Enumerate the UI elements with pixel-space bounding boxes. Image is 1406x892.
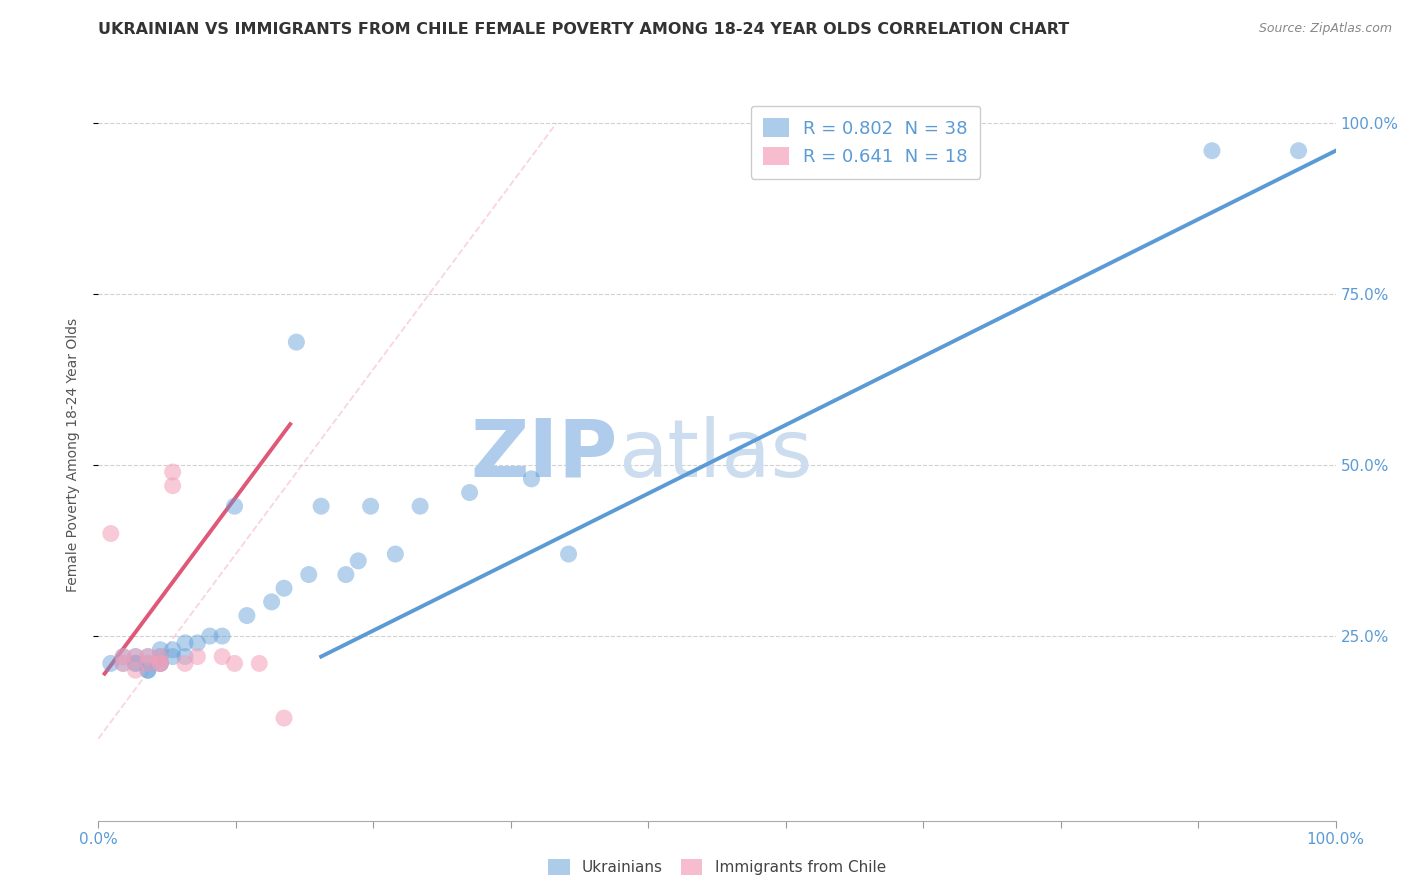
Legend: Ukrainians, Immigrants from Chile: Ukrainians, Immigrants from Chile: [540, 851, 894, 882]
Point: [149, 649, 172, 664]
Point: [198, 629, 221, 643]
Point: [224, 499, 246, 513]
Point: [298, 567, 321, 582]
Text: atlas: atlas: [619, 416, 813, 494]
Point: [136, 649, 159, 664]
Point: [149, 642, 172, 657]
Point: [309, 499, 332, 513]
Point: [224, 657, 246, 671]
Point: [149, 649, 172, 664]
Point: [162, 465, 184, 479]
Point: [162, 649, 184, 664]
Point: [112, 649, 135, 664]
Point: [136, 663, 159, 677]
Point: [458, 485, 481, 500]
Point: [112, 657, 135, 671]
Point: [124, 657, 146, 671]
Point: [360, 499, 382, 513]
Text: UKRAINIAN VS IMMIGRANTS FROM CHILE FEMALE POVERTY AMONG 18-24 YEAR OLDS CORRELAT: UKRAINIAN VS IMMIGRANTS FROM CHILE FEMAL…: [98, 22, 1070, 37]
Point: [174, 636, 197, 650]
Point: [347, 554, 370, 568]
Text: ZIP: ZIP: [471, 416, 619, 494]
Point: [236, 608, 259, 623]
Point: [124, 663, 146, 677]
Y-axis label: Female Poverty Among 18-24 Year Olds: Female Poverty Among 18-24 Year Olds: [66, 318, 80, 592]
Point: [112, 657, 135, 671]
Point: [124, 649, 146, 664]
Point: [335, 567, 357, 582]
Point: [211, 629, 233, 643]
Point: [1201, 144, 1223, 158]
Point: [273, 711, 295, 725]
Point: [557, 547, 579, 561]
Point: [186, 636, 208, 650]
Point: [136, 663, 159, 677]
Point: [186, 649, 208, 664]
Point: [162, 642, 184, 657]
Point: [247, 657, 270, 671]
Point: [112, 649, 135, 664]
Point: [162, 478, 184, 492]
Point: [285, 335, 308, 350]
Point: [124, 657, 146, 671]
Point: [211, 649, 233, 664]
Point: [149, 657, 172, 671]
Point: [260, 595, 283, 609]
Point: [100, 657, 122, 671]
Point: [149, 657, 172, 671]
Point: [136, 657, 159, 671]
Point: [124, 649, 146, 664]
Point: [520, 472, 543, 486]
Point: [273, 581, 295, 595]
Point: [149, 657, 172, 671]
Text: Source: ZipAtlas.com: Source: ZipAtlas.com: [1258, 22, 1392, 36]
Point: [1288, 144, 1310, 158]
Point: [100, 526, 122, 541]
Point: [174, 649, 197, 664]
Point: [136, 649, 159, 664]
Point: [409, 499, 432, 513]
Point: [136, 657, 159, 671]
Point: [149, 657, 172, 671]
Point: [384, 547, 406, 561]
Point: [174, 657, 197, 671]
